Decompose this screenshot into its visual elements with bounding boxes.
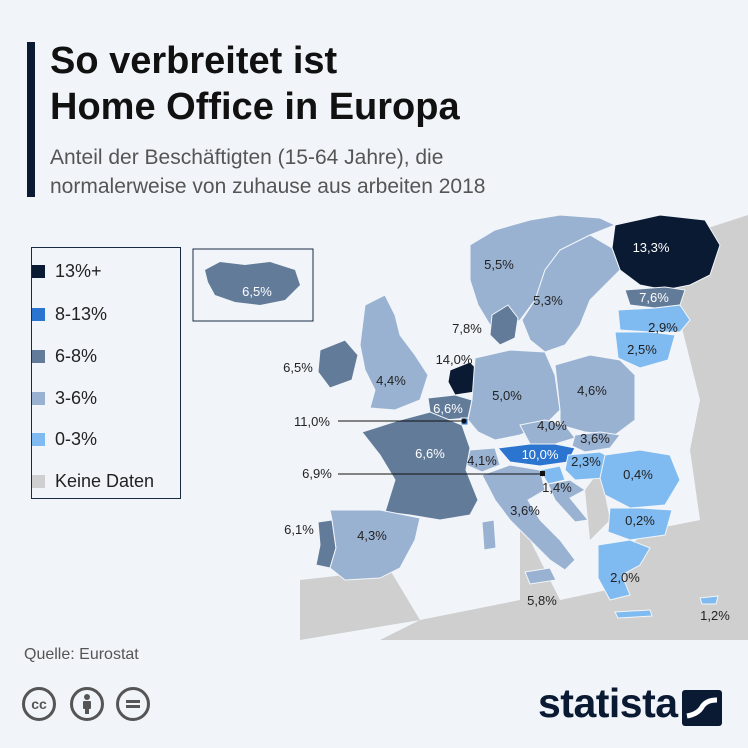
label-denmark: 7,8% — [452, 321, 482, 336]
country-iceland — [205, 262, 300, 305]
country-slovakia — [571, 431, 621, 453]
country-bulgaria — [607, 507, 673, 541]
legend: 13%+ 8-13% 6-8% 3-6% 0-3% Keine Daten — [31, 247, 181, 499]
country-sweden — [521, 234, 621, 353]
label-netherlands: 14,0% — [436, 352, 473, 367]
label-germany: 5,0% — [492, 388, 522, 403]
label-latvia: 2,9% — [648, 320, 678, 335]
label-italy: 5,8% — [527, 593, 557, 608]
label-slovenia: 1,4% — [542, 480, 572, 495]
country-greece — [597, 539, 651, 601]
label-luxembourg: 11,0% — [294, 414, 330, 429]
legend-item-8-13: 8-13% — [32, 303, 107, 325]
label-sweden: 5,3% — [533, 293, 563, 308]
country-croatia — [547, 479, 589, 523]
legend-swatch — [32, 391, 45, 405]
label-portugal: 6,1% — [284, 522, 314, 537]
country-denmark — [489, 304, 519, 346]
label-norway: 5,5% — [484, 257, 514, 272]
country-cyprus — [699, 595, 719, 605]
label-belgium: 6,6% — [433, 401, 463, 416]
legend-swatch — [32, 474, 45, 488]
legend-swatch — [32, 432, 45, 446]
legend-swatch — [32, 264, 45, 278]
island-sicily — [524, 567, 557, 585]
label-austria: 10,0% — [522, 447, 559, 462]
label-finland: 13,3% — [633, 240, 670, 255]
no-data-land — [300, 215, 748, 640]
label-bulgaria: 0,2% — [625, 513, 655, 528]
page-title: So verbreitet ist Home Office in Europa — [50, 40, 460, 128]
label-cyprus: 1,2% — [700, 608, 730, 623]
label-uk: 4,4% — [376, 373, 406, 388]
label-croatia: 3,6% — [510, 503, 540, 518]
legend-item-0-3: 0-3% — [32, 428, 97, 450]
legend-item-no-data: Keine Daten — [32, 470, 154, 492]
liechtenstein-dot — [540, 471, 545, 476]
subtitle: Anteil der Beschäftigten (15-64 Jahre), … — [50, 146, 486, 198]
country-poland — [554, 354, 636, 436]
label-slovakia: 3,6% — [580, 431, 610, 446]
country-france — [361, 411, 479, 521]
legend-swatch — [32, 349, 45, 363]
label-iceland: 6,5% — [242, 284, 272, 299]
label-liechtenstein: 6,9% — [302, 466, 332, 481]
statista-logo-mark — [682, 690, 722, 726]
cc-icon: cc — [22, 687, 56, 721]
label-spain: 4,3% — [357, 528, 387, 543]
label-hungary: 2,3% — [571, 454, 601, 469]
label-switzerland: 4,1% — [467, 453, 497, 468]
title-accent-bar — [27, 42, 35, 197]
country-slovenia — [539, 465, 566, 485]
country-lithuania — [614, 331, 676, 369]
no-derivatives-icon — [116, 687, 150, 721]
label-france: 6,6% — [415, 446, 445, 461]
country-ireland — [317, 339, 359, 389]
country-romania — [599, 449, 681, 509]
europe-map: 13,3% 6,5% 5,5% 5,3% 7,6% 2,9% 2,5% 7,8%… — [192, 214, 748, 640]
legend-item-13plus: 13%+ — [32, 260, 102, 282]
label-lithuania: 2,5% — [627, 342, 657, 357]
label-poland: 4,6% — [577, 383, 607, 398]
label-czechia: 4,0% — [537, 418, 567, 433]
value-labels: 13,3% 6,5% 5,5% 5,3% 7,6% 2,9% 2,5% 7,8%… — [242, 240, 730, 623]
source-note: Quelle: Eurostat — [24, 646, 139, 663]
legend-item-6-8: 6-8% — [32, 345, 97, 367]
label-greece: 2,0% — [610, 570, 640, 585]
leader-lines — [338, 420, 542, 475]
legend-swatch — [32, 307, 45, 321]
attribution-icon — [70, 687, 104, 721]
label-ireland: 6,5% — [283, 360, 313, 375]
luxembourg-dot — [461, 418, 467, 424]
iceland-inset — [192, 248, 314, 322]
statista-logo: statista — [538, 680, 678, 726]
countries — [315, 214, 721, 619]
country-latvia — [617, 304, 691, 333]
legend-item-3-6: 3-6% — [32, 387, 97, 409]
label-romania: 0,4% — [623, 467, 653, 482]
country-spain — [329, 509, 421, 581]
island-sardinia — [481, 519, 497, 551]
country-uk — [359, 294, 429, 411]
island-crete — [614, 609, 653, 619]
label-estonia: 7,6% — [639, 290, 669, 305]
